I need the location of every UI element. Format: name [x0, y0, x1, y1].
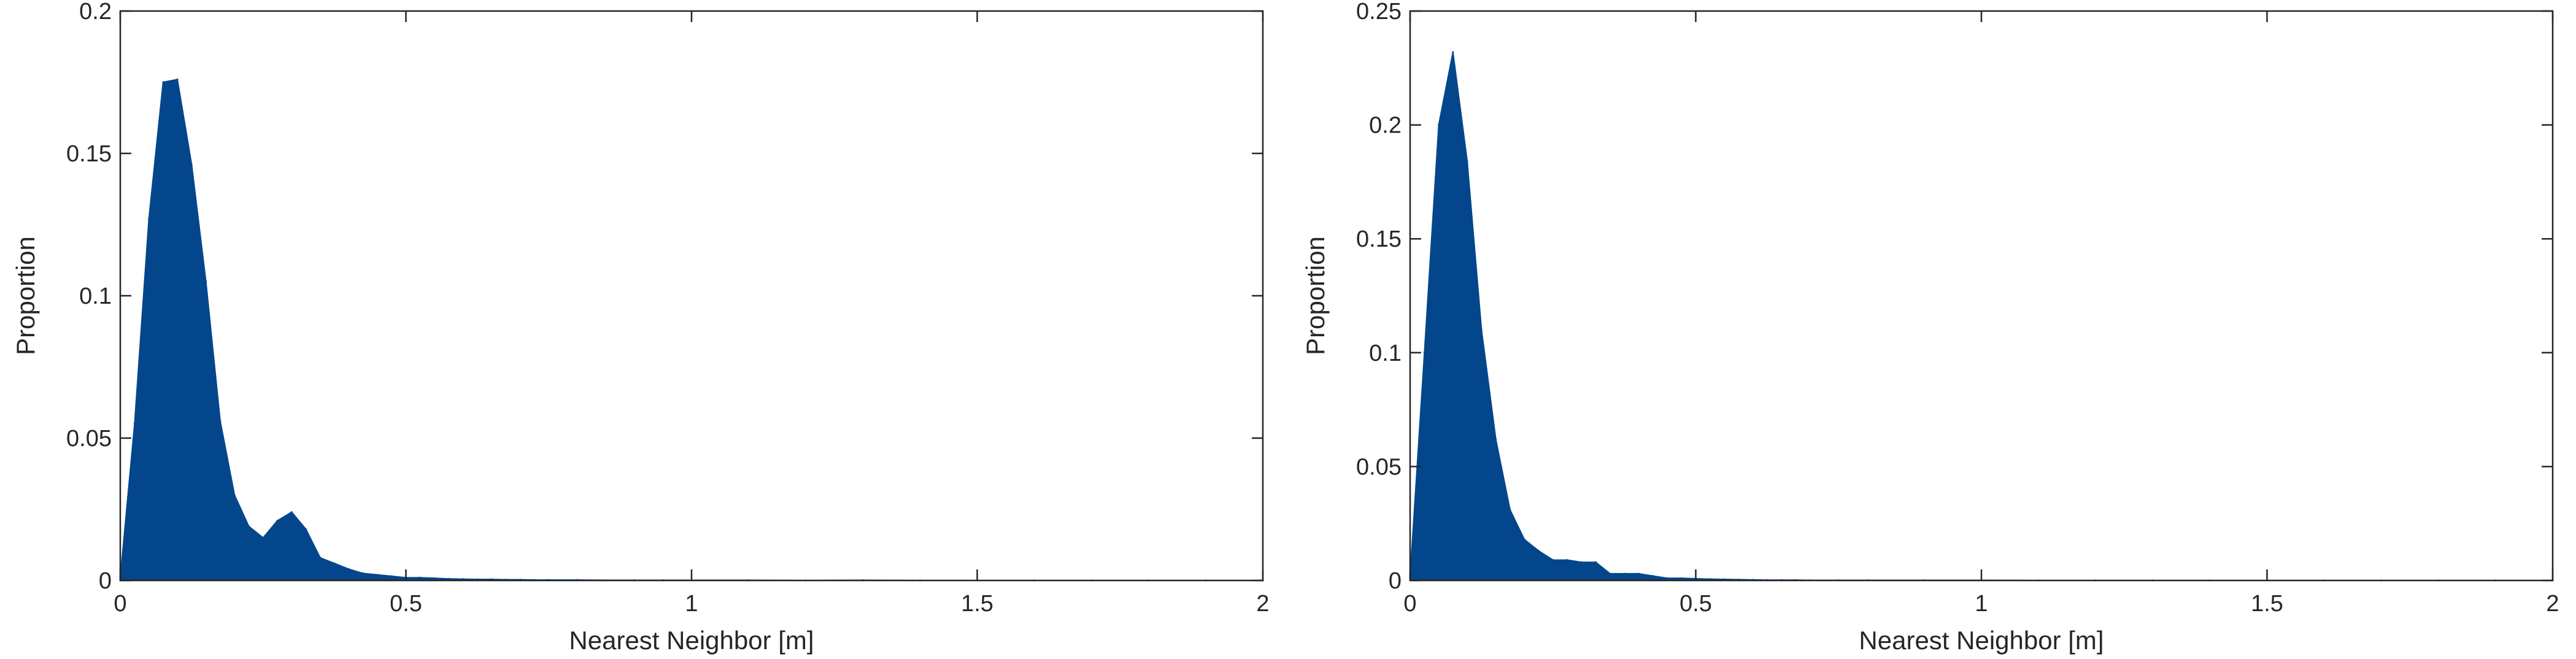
x-tick-label: 1 [685, 591, 698, 617]
data-point [447, 577, 450, 580]
y-tick-label: 0 [1389, 568, 1402, 594]
data-point [1509, 509, 1511, 511]
y-axis-label: Proportion [1301, 236, 1330, 355]
data-point [1566, 559, 1568, 561]
data-point [376, 574, 379, 576]
data-point [1423, 352, 1425, 354]
data-point [419, 576, 422, 579]
data-point [1609, 572, 1611, 575]
y-tick-label: 0.1 [1369, 341, 1402, 366]
data-point [262, 536, 264, 539]
data-point [1537, 550, 1540, 552]
y-tick-label: 0.05 [1356, 454, 1402, 480]
y-tick-label: 0.2 [79, 0, 112, 25]
x-tick-label: 0.5 [1679, 591, 1712, 617]
data-point [276, 520, 279, 522]
data-point [1552, 559, 1554, 561]
y-tick-label: 0 [99, 568, 112, 594]
data-point [305, 528, 307, 530]
data-point [219, 420, 222, 422]
data-point [1523, 538, 1525, 541]
x-tick-label: 0 [114, 591, 126, 617]
data-point [333, 562, 336, 565]
x-axis-label: Nearest Neighbor [m] [1859, 626, 2104, 655]
data-point [133, 423, 136, 425]
axes-box [1409, 10, 2554, 582]
y-tick-label: 0.25 [1356, 0, 1402, 25]
data-point [1709, 578, 1711, 580]
data-point [319, 557, 322, 559]
x-tick-label: 0.5 [390, 591, 422, 617]
data-point [1623, 572, 1625, 575]
data-point [362, 572, 364, 574]
data-point [148, 218, 150, 220]
data-point [290, 511, 293, 514]
y-tick-label: 0.05 [66, 426, 112, 452]
data-point [1438, 124, 1440, 126]
x-axis-label: Nearest Neighbor [m] [569, 626, 814, 655]
nearest-neighbor-histogram-right: 0 0.5 1 1.5 2 0 0.05 0.1 0.15 0.2 0.25 Nearest Neig… [1301, 0, 2559, 655]
data-point [190, 164, 193, 166]
x-tick-label: 1.5 [961, 591, 993, 617]
data-point [1680, 577, 1683, 579]
data-point [1495, 438, 1497, 441]
y-tick-label: 0.15 [66, 141, 112, 167]
data-point [433, 577, 436, 579]
x-tick-label: 2 [1256, 591, 1269, 617]
data-point [247, 525, 250, 528]
y-tick-label: 0.15 [1356, 226, 1402, 252]
data-point [390, 575, 393, 577]
data-point [1480, 329, 1483, 331]
data-point [1452, 51, 1454, 53]
data-point [1637, 572, 1640, 575]
axes-box [119, 10, 1264, 582]
y-tick-label: 0.2 [1369, 113, 1402, 139]
y-tick-label: 0.1 [79, 283, 112, 309]
data-point [1595, 561, 1597, 563]
x-tick-label: 1 [1975, 591, 1988, 617]
data-point [347, 568, 350, 570]
data-point [1580, 561, 1583, 563]
area-series [120, 79, 1263, 582]
data-point [176, 78, 179, 80]
nearest-neighbor-histogram-left: 0 0.5 1 1.5 2 0 0.05 0.1 0.15 0.2 Nearest Neighbor… [11, 0, 1270, 655]
x-tick-label: 1.5 [2251, 591, 2283, 617]
data-point [233, 494, 236, 496]
x-tick-label: 2 [2546, 591, 2559, 617]
data-point [462, 578, 465, 580]
x-tick-label: 0 [1403, 591, 1416, 617]
data-point [1666, 577, 1668, 579]
area-series [1409, 52, 2553, 581]
y-axis-label: Proportion [11, 236, 40, 355]
data-point [205, 280, 207, 283]
data-point [162, 81, 164, 83]
data-point [1466, 160, 1468, 163]
data-point [1652, 575, 1654, 577]
